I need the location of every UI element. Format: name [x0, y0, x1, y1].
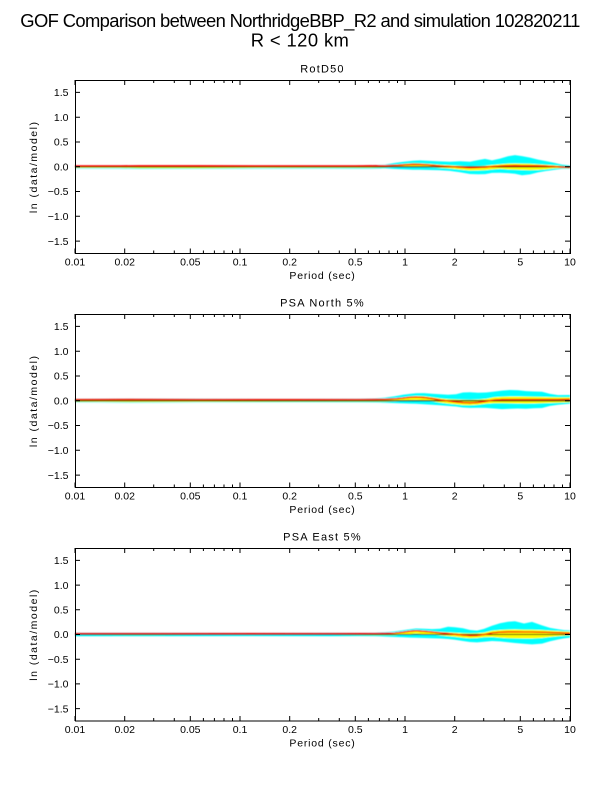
svg-text:0.2: 0.2 [282, 490, 297, 502]
svg-text:0.05: 0.05 [180, 256, 201, 268]
svg-text:ln (data/model): ln (data/model) [28, 588, 40, 681]
svg-text:10: 10 [564, 724, 576, 736]
svg-text:0.01: 0.01 [65, 724, 86, 736]
svg-text:0.5: 0.5 [54, 371, 69, 383]
svg-text:5: 5 [517, 490, 523, 502]
svg-text:1: 1 [402, 490, 408, 502]
svg-text:−1.0: −1.0 [48, 445, 69, 457]
svg-text:ln (data/model): ln (data/model) [28, 121, 40, 214]
svg-text:ln (data/model): ln (data/model) [28, 355, 40, 448]
svg-text:2: 2 [452, 256, 458, 268]
svg-text:−1.5: −1.5 [48, 236, 69, 248]
svg-text:5: 5 [517, 724, 523, 736]
svg-text:Period (sec): Period (sec) [289, 504, 355, 516]
svg-text:0.0: 0.0 [54, 629, 69, 641]
svg-text:−0.5: −0.5 [48, 420, 69, 432]
svg-text:0.2: 0.2 [282, 724, 297, 736]
svg-text:RotD50: RotD50 [300, 63, 345, 75]
svg-text:Period (sec): Period (sec) [289, 738, 355, 750]
svg-text:−1.5: −1.5 [48, 470, 69, 482]
svg-text:R < 120 km: R < 120 km [251, 30, 350, 51]
svg-text:0.02: 0.02 [114, 724, 135, 736]
svg-text:5: 5 [517, 256, 523, 268]
svg-text:1.0: 1.0 [54, 346, 69, 358]
svg-text:0.01: 0.01 [65, 256, 86, 268]
svg-text:2: 2 [452, 490, 458, 502]
svg-text:PSA North 5%: PSA North 5% [280, 297, 365, 309]
svg-text:0.5: 0.5 [348, 490, 363, 502]
svg-text:1: 1 [402, 256, 408, 268]
svg-text:1.0: 1.0 [54, 580, 69, 592]
svg-text:10: 10 [564, 490, 576, 502]
svg-text:−1.5: −1.5 [48, 703, 69, 715]
svg-text:0.1: 0.1 [233, 490, 248, 502]
svg-text:1.5: 1.5 [54, 555, 69, 567]
svg-text:−1.0: −1.0 [48, 679, 69, 691]
svg-text:0.05: 0.05 [180, 490, 201, 502]
svg-text:0.02: 0.02 [114, 256, 135, 268]
svg-text:10: 10 [564, 256, 576, 268]
svg-text:Period (sec): Period (sec) [289, 270, 355, 282]
svg-text:0.1: 0.1 [233, 256, 248, 268]
svg-text:1.5: 1.5 [54, 321, 69, 333]
svg-text:0.5: 0.5 [54, 137, 69, 149]
svg-text:0.05: 0.05 [180, 724, 201, 736]
svg-text:−1.0: −1.0 [48, 211, 69, 223]
svg-text:−0.5: −0.5 [48, 186, 69, 198]
svg-text:0.5: 0.5 [348, 256, 363, 268]
svg-text:2: 2 [452, 724, 458, 736]
svg-text:0.5: 0.5 [54, 605, 69, 617]
svg-text:0.02: 0.02 [114, 490, 135, 502]
svg-text:0.1: 0.1 [233, 724, 248, 736]
svg-text:0.01: 0.01 [65, 490, 86, 502]
svg-text:−0.5: −0.5 [48, 654, 69, 666]
svg-text:1.0: 1.0 [54, 112, 69, 124]
svg-text:0.2: 0.2 [282, 256, 297, 268]
svg-text:1.5: 1.5 [54, 87, 69, 99]
svg-text:0.0: 0.0 [54, 395, 69, 407]
svg-text:PSA East 5%: PSA East 5% [283, 531, 362, 543]
svg-text:0.5: 0.5 [348, 724, 363, 736]
svg-text:GOF Comparison between Northri: GOF Comparison between NorthridgeBBP_R2 … [20, 10, 580, 32]
svg-text:0.0: 0.0 [54, 161, 69, 173]
svg-text:1: 1 [402, 724, 408, 736]
